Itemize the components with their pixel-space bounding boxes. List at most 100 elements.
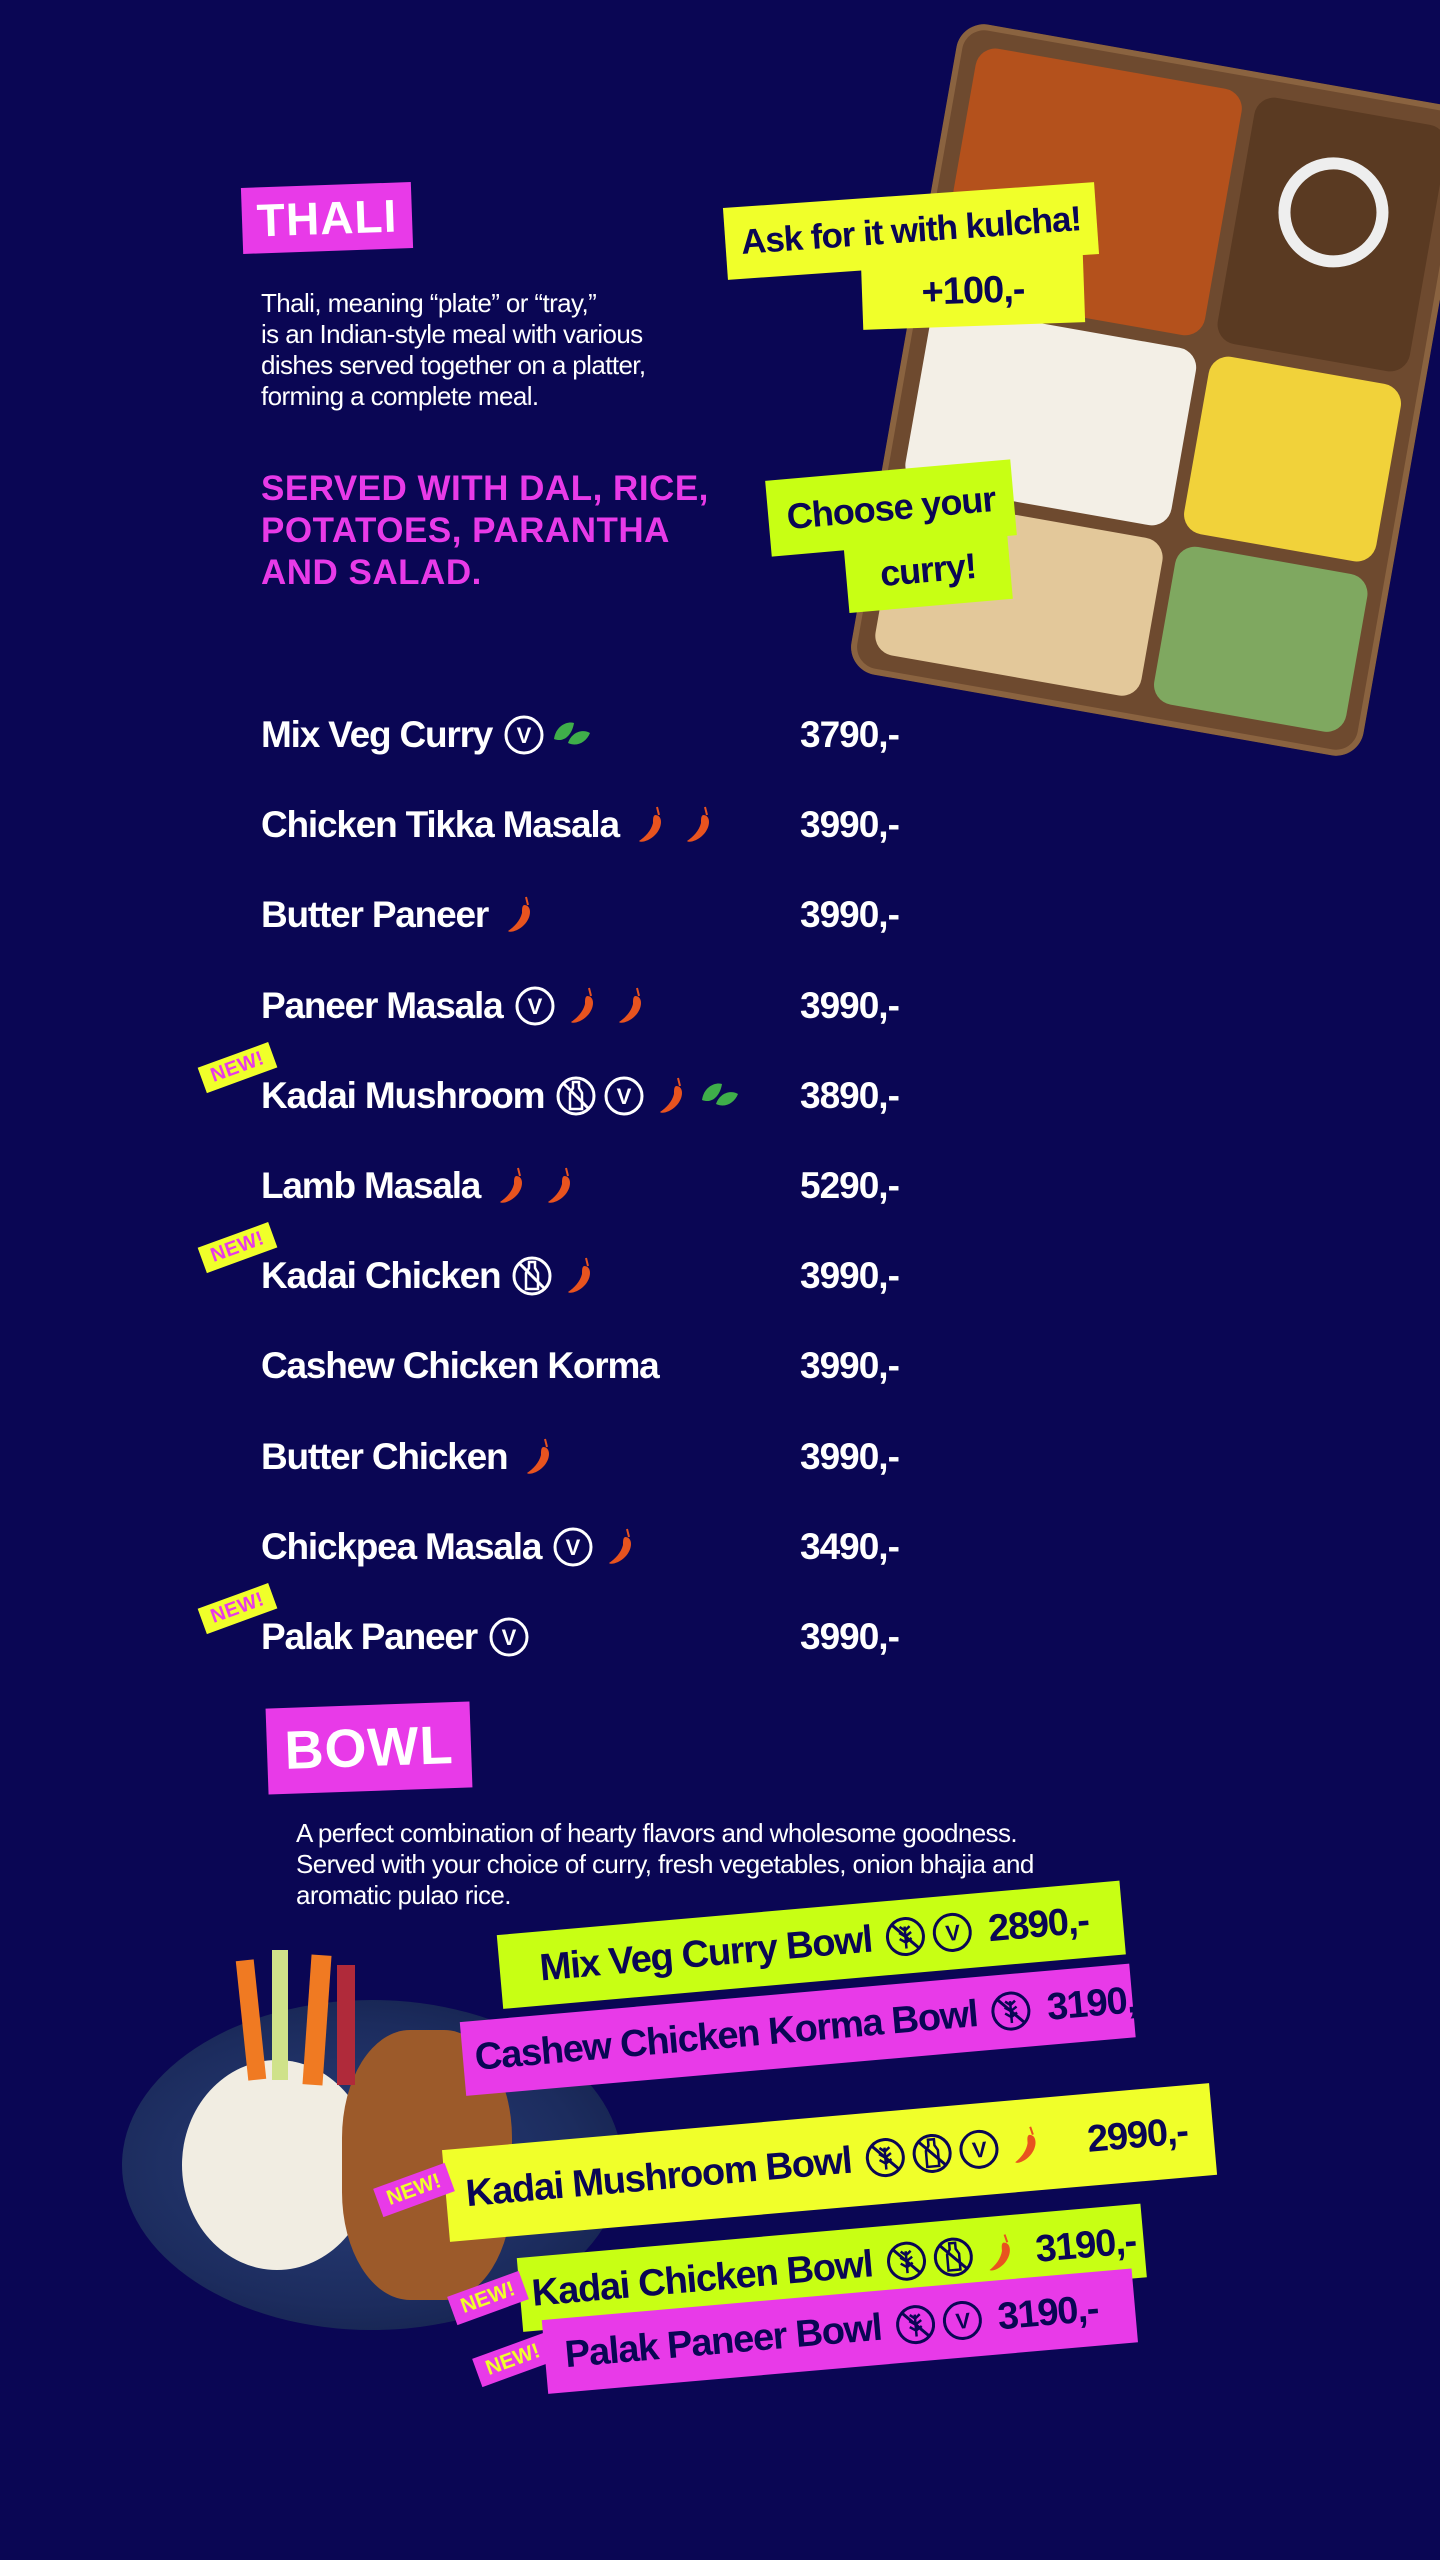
bowl-item-icons: V	[882, 1909, 976, 1961]
vegan-icon: V	[502, 713, 546, 757]
item-price: 3990,-	[800, 1345, 900, 1387]
choose-curry-line2: curry!	[843, 526, 1013, 614]
item-name: Kadai Chicken	[261, 1255, 502, 1297]
item-name: Butter Paneer	[261, 894, 489, 936]
chili-icon	[490, 1164, 534, 1208]
served-line: POTATOES, PARANTHA	[261, 511, 670, 550]
leaf-icon	[550, 713, 594, 757]
chili-icon	[650, 1074, 694, 1118]
served-line: SERVED WITH DAL, RICE,	[261, 469, 709, 508]
svg-text:V: V	[517, 723, 532, 748]
menu-item: Kadai Mushroom V 3890,-	[261, 1066, 961, 1126]
chili-icon	[609, 984, 653, 1028]
menu-item: Mix Veg Curry V 3790,-	[261, 705, 961, 765]
svg-text:V: V	[954, 2308, 971, 2334]
bowl-item-price: 3190,-	[1045, 1977, 1149, 2029]
no-dairy-icon	[908, 2130, 956, 2178]
bowl-item: Cashew Chicken Korma Bowl 3190,-	[459, 1963, 1149, 2096]
item-name: Paneer Masala	[261, 984, 504, 1026]
vegan-icon: V	[955, 2126, 1003, 2174]
gluten-free-icon	[882, 1913, 930, 1961]
thali-title: THALI	[240, 182, 414, 254]
item-price: 3790,-	[800, 714, 900, 755]
no-dairy-icon	[929, 2233, 977, 2281]
item-name: Butter Chicken	[261, 1435, 509, 1477]
gluten-free-icon	[861, 2134, 909, 2182]
menu-item: Chickpea Masala V 3490,-	[261, 1517, 961, 1577]
item-name: Lamb Masala	[261, 1165, 481, 1206]
svg-text:V: V	[502, 1625, 517, 1650]
bowl-description: A perfect combination of hearty flavors …	[296, 1818, 1034, 1911]
bowl-item-price: 3190,-	[1033, 2219, 1138, 2271]
item-price: 3990,-	[800, 984, 900, 1026]
vegan-icon: V	[551, 1525, 595, 1569]
chili-icon	[517, 1435, 561, 1479]
item-price: 3990,-	[800, 1616, 900, 1657]
chili-icon	[629, 803, 673, 847]
vegan-icon: V	[938, 2297, 986, 2345]
item-price: 3990,-	[800, 1255, 900, 1297]
bowl-item-name: Kadai Mushroom Bowl	[464, 2139, 854, 2215]
item-icons	[517, 1435, 561, 1479]
bowl-item: Mix Veg Curry Bowl V 2890,-	[496, 1880, 1126, 2009]
menu-item: Lamb Masala 5290,-	[261, 1156, 961, 1216]
bowl-item-icons	[987, 1987, 1035, 2035]
item-icons: V	[551, 1525, 643, 1569]
chili-icon	[599, 1525, 643, 1569]
bowl-item-icons	[882, 2229, 1023, 2285]
gluten-free-icon	[987, 1987, 1035, 2035]
chili-icon	[558, 1254, 602, 1298]
svg-text:V: V	[971, 2137, 988, 2163]
description-line: aromatic pulao rice.	[296, 1880, 511, 1910]
description-line: A perfect combination of hearty flavors …	[296, 1818, 1018, 1848]
bowl-item: Kadai Mushroom Bowl V 2990,-	[441, 2083, 1218, 2242]
no-dairy-icon	[554, 1074, 598, 1118]
menu-item: Cashew Chicken Korma 3990,-	[261, 1336, 961, 1396]
vegan-icon: V	[602, 1074, 646, 1118]
thali-served-with: SERVED WITH DAL, RICE, POTATOES, PARANTH…	[261, 468, 709, 594]
description-line: forming a complete meal.	[261, 381, 539, 411]
bowl-item-icons: V	[861, 2121, 1049, 2181]
svg-text:V: V	[945, 1920, 962, 1946]
item-name: Chicken Tikka Masala	[261, 804, 620, 846]
leaf-icon	[698, 1074, 742, 1118]
vegan-icon: V	[929, 1909, 977, 1957]
served-line: AND SALAD.	[261, 553, 482, 592]
item-name: Palak Paneer	[261, 1616, 478, 1657]
vegan-icon: V	[513, 984, 557, 1028]
bowl-title: BOWL	[265, 1701, 473, 1795]
bowl-item-icons: V	[891, 2297, 985, 2349]
item-price: 3490,-	[800, 1525, 900, 1567]
description-line: dishes served together on a platter,	[261, 350, 646, 380]
item-icons: V	[487, 1615, 531, 1659]
thali-tray-image	[846, 19, 1440, 761]
no-dairy-icon	[510, 1254, 554, 1298]
item-icons: V	[502, 713, 594, 757]
item-icons: V	[513, 984, 653, 1028]
item-name: Cashew Chicken Korma	[261, 1345, 660, 1387]
item-name: Kadai Mushroom	[261, 1074, 546, 1116]
description-line: is an Indian-style meal with various	[261, 319, 643, 349]
chili-icon	[498, 893, 542, 937]
menu-item: Butter Chicken 3990,-	[261, 1427, 961, 1487]
menu-item: Kadai Chicken 3990,-	[261, 1246, 961, 1306]
item-icons: V	[554, 1074, 742, 1118]
item-icons	[510, 1254, 602, 1298]
item-icons	[490, 1164, 582, 1208]
chili-icon	[561, 984, 605, 1028]
svg-text:V: V	[527, 994, 542, 1019]
item-price: 3990,-	[800, 894, 900, 936]
vegan-icon: V	[487, 1615, 531, 1659]
chili-icon	[976, 2229, 1024, 2277]
item-price: 3990,-	[800, 804, 900, 846]
bowl-item-price: 2990,-	[1085, 2109, 1190, 2161]
svg-text:V: V	[617, 1084, 632, 1109]
kulcha-price: +100,-	[860, 252, 1086, 330]
description-line: Thali, meaning “plate” or “tray,”	[261, 288, 597, 318]
chili-icon	[538, 1164, 582, 1208]
item-icons	[498, 893, 542, 937]
item-name: Mix Veg Curry	[261, 714, 493, 755]
thali-description: Thali, meaning “plate” or “tray,” is an …	[261, 288, 646, 412]
item-price: 5290,-	[800, 1165, 900, 1206]
menu-item: Paneer Masala V 3990,-	[261, 976, 961, 1036]
